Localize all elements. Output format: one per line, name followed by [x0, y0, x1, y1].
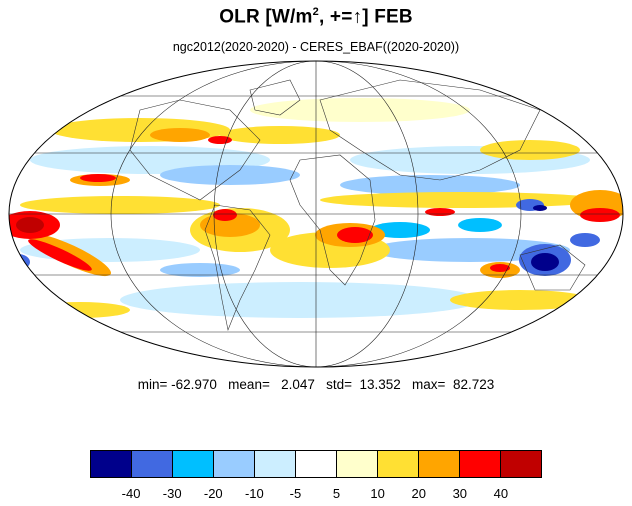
colorbar — [90, 450, 542, 478]
colorbar-swatch — [460, 451, 501, 477]
colorbar-swatch — [378, 451, 419, 477]
colorbar-swatch — [255, 451, 296, 477]
colorbar-swatch — [91, 451, 132, 477]
colorbar-tick-label: -10 — [244, 486, 264, 501]
up-arrow-icon: ↑ — [352, 6, 363, 28]
statistics-line: min= -62.970 mean= 2.047 std= 13.352 max… — [137, 377, 495, 392]
plot-subtitle: ngc2012(2020-2020) - CERES_EBAF((2020-20… — [172, 40, 460, 54]
colorbar-swatch — [337, 451, 378, 477]
colorbar-tick-label: 40 — [493, 486, 509, 501]
coastlines — [129, 79, 586, 332]
colorbar-tick-label: 30 — [452, 486, 468, 501]
anomaly-field — [9, 61, 623, 367]
colorbar-tick-label: -5 — [289, 486, 302, 501]
colorbar-tick-label: -40 — [121, 486, 141, 501]
colorbar-swatch — [132, 451, 173, 477]
colorbar-tick-label: -20 — [203, 486, 223, 501]
colorbar-tick-label: 5 — [332, 486, 341, 501]
colorbar-swatch — [296, 451, 337, 477]
colorbar-swatch — [173, 451, 214, 477]
colorbar-tick-label: 10 — [370, 486, 385, 501]
colorbar-swatch — [501, 451, 541, 477]
colorbar-swatch — [214, 451, 255, 477]
colorbar-tick-label: -30 — [162, 486, 182, 501]
colorbar-swatch — [419, 451, 460, 477]
map-outline — [8, 60, 624, 368]
plot-title: OLR [W/m2, +=↑] FEB — [219, 6, 413, 28]
colorbar-tick-labels: -40 -30 -20 -10 -5 5 10 20 30 40 — [90, 486, 542, 502]
colorbar-tick-label: 20 — [411, 486, 426, 501]
